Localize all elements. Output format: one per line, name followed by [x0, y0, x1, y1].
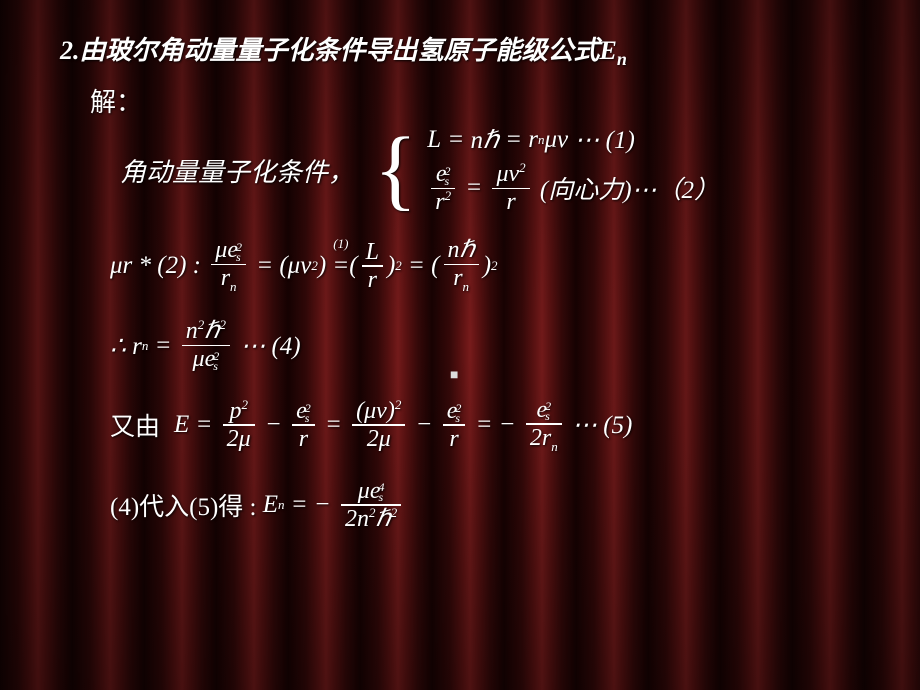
derivation-line-4: ∴ rn = n2ℏ2 μe2s ⋯ (4) — [110, 318, 860, 372]
condition-label: 角动量量子化条件， — [120, 152, 354, 189]
slide-title: 2.由玻尔角动量量子化条件导出氢原子能级公式En — [60, 30, 860, 70]
footer-marker: ■ — [450, 368, 458, 384]
slide-content: 2.由玻尔角动量量子化条件导出氢原子能级公式En 解： 角动量量子化条件， { … — [0, 0, 920, 690]
derivation-line-3: μr * (2) : μe2s rn = (μv2) (1)= ( L r )2… — [110, 237, 860, 294]
solution-label: 解： — [90, 82, 860, 119]
condition-row: 角动量量子化条件， { L = nℏ = rn μv ⋯ (1) e2s r2 … — [120, 125, 860, 215]
annotated-equals: (1)= — [332, 252, 349, 280]
equation-system: L = nℏ = rn μv ⋯ (1) e2s r2 = μv2 — [427, 125, 719, 215]
title-symbol: En — [600, 36, 627, 65]
equation-2: e2s r2 = μv2 r (向心力)⋯（2） — [427, 161, 719, 215]
derivation-line-6: (4)代入(5)得 : En = − μe4s 2n2ℏ2 — [110, 478, 860, 532]
title-number: 2. — [60, 36, 80, 65]
derivation-line-5: 又由 E = p2 2μ − e2s r = (μv)2 2μ − e2s r … — [110, 397, 860, 454]
title-text: 由玻尔角动量量子化条件导出氢原子能级公式 — [80, 36, 600, 65]
equation-1: L = nℏ = rn μv ⋯ (1) — [427, 125, 719, 155]
left-brace: { — [374, 125, 417, 215]
